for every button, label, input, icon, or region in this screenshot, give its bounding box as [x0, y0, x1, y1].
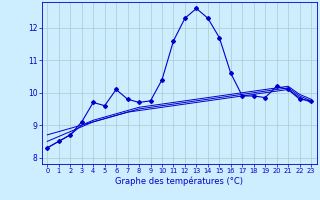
X-axis label: Graphe des températures (°C): Graphe des températures (°C): [115, 177, 243, 186]
